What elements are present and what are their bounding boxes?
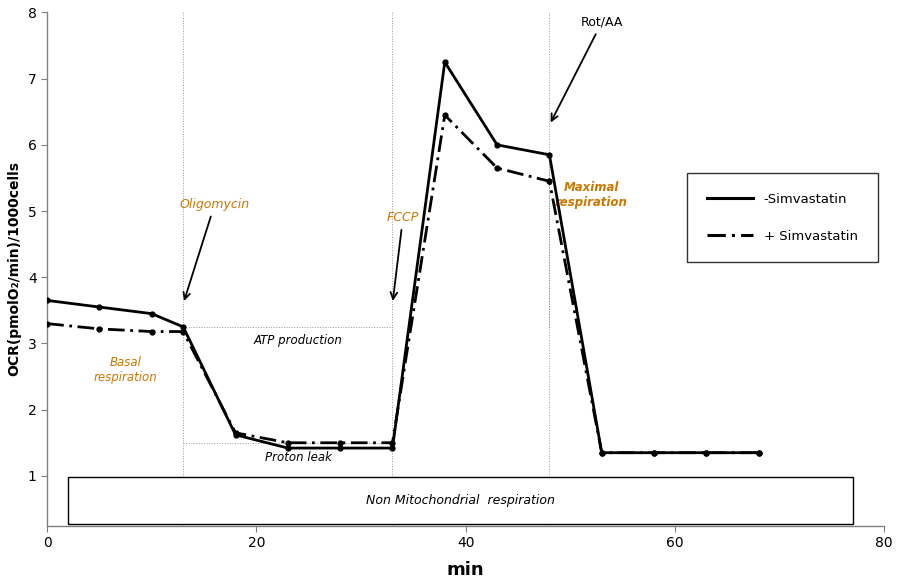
-Simvastatin xyxy=(491,141,502,148)
Y-axis label: OCR(pmolO₂/min)/1000cells: OCR(pmolO₂/min)/1000cells xyxy=(7,162,21,376)
+ Simvastatin xyxy=(491,165,502,172)
-Simvastatin xyxy=(649,449,660,456)
-Simvastatin xyxy=(439,59,450,66)
Text: Basal
respiration: Basal respiration xyxy=(94,356,158,384)
-Simvastatin xyxy=(94,304,105,311)
-Simvastatin xyxy=(283,445,293,452)
+ Simvastatin xyxy=(649,449,660,456)
-Simvastatin xyxy=(544,151,554,158)
+ Simvastatin xyxy=(335,440,346,447)
Line: -Simvastatin: -Simvastatin xyxy=(45,60,761,455)
-Simvastatin xyxy=(753,449,764,456)
-Simvastatin xyxy=(147,310,158,317)
-Simvastatin xyxy=(701,449,712,456)
+ Simvastatin xyxy=(753,449,764,456)
Text: ATP production: ATP production xyxy=(254,333,343,347)
Text: Maximal
respiration: Maximal respiration xyxy=(554,180,627,209)
-Simvastatin xyxy=(387,445,398,452)
Text: Non Mitochondrial  respiration: Non Mitochondrial respiration xyxy=(366,494,555,507)
X-axis label: min: min xyxy=(447,561,484,579)
Line: + Simvastatin: + Simvastatin xyxy=(45,113,761,455)
-Simvastatin xyxy=(597,449,608,456)
+ Simvastatin xyxy=(41,320,52,327)
+ Simvastatin xyxy=(544,178,554,185)
+ Simvastatin xyxy=(283,440,293,447)
Text: Rot/AA: Rot/AA xyxy=(552,16,623,121)
Legend: -Simvastatin, + Simvastatin: -Simvastatin, + Simvastatin xyxy=(688,173,878,263)
+ Simvastatin xyxy=(701,449,712,456)
-Simvastatin xyxy=(41,297,52,304)
-Simvastatin xyxy=(335,445,346,452)
-Simvastatin xyxy=(230,431,241,438)
Text: Proton leak: Proton leak xyxy=(265,451,332,464)
-Simvastatin xyxy=(178,323,189,331)
+ Simvastatin xyxy=(387,440,398,447)
+ Simvastatin xyxy=(230,430,241,437)
+ Simvastatin xyxy=(178,328,189,335)
+ Simvastatin xyxy=(597,449,608,456)
Text: FCCP: FCCP xyxy=(387,212,419,299)
+ Simvastatin xyxy=(439,111,450,118)
Bar xyxy=(68,476,853,524)
+ Simvastatin xyxy=(147,328,158,335)
Text: Oligomycin: Oligomycin xyxy=(179,198,249,299)
+ Simvastatin xyxy=(94,325,105,332)
